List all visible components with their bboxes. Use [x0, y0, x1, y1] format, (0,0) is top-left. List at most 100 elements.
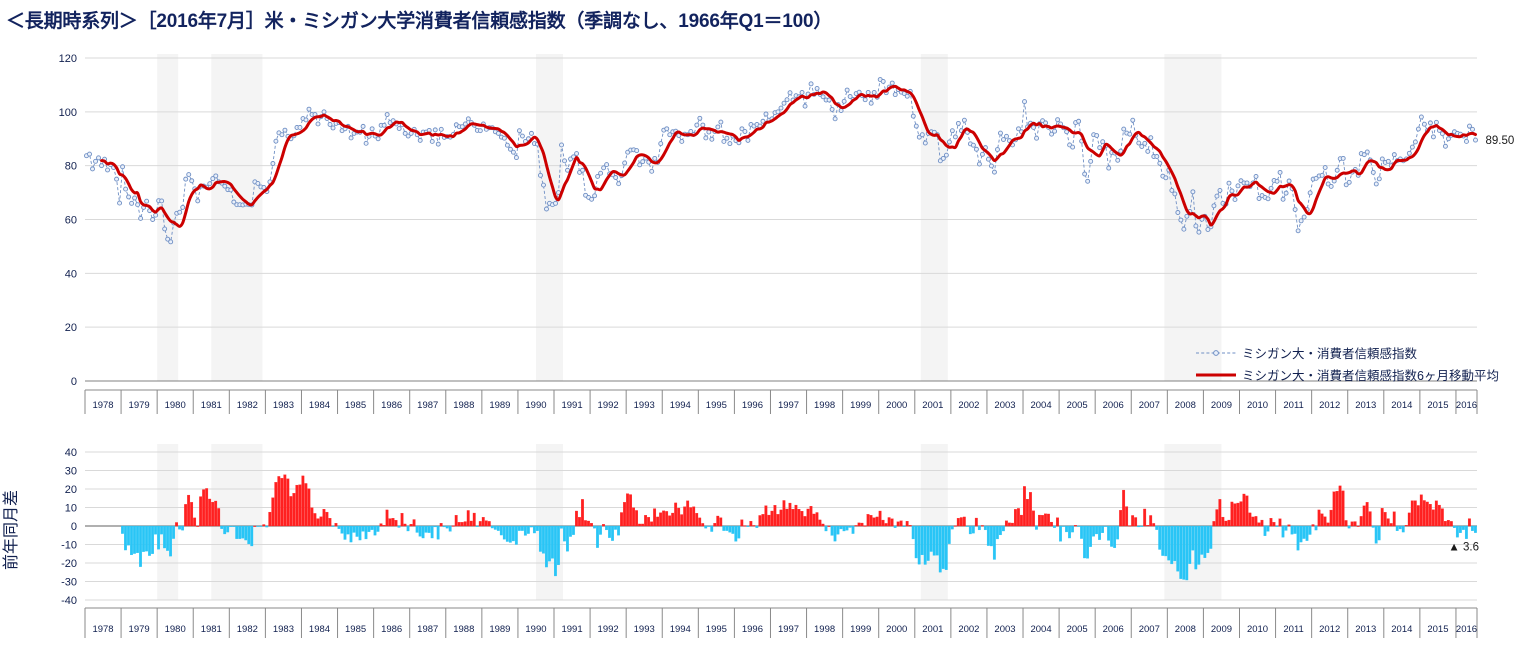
year-label-bottom: 2004 [1030, 624, 1051, 635]
yoy-bar [1386, 518, 1390, 527]
yoy-bar [644, 515, 648, 527]
yoy-bar [620, 512, 623, 527]
year-label-top: 2011 [1283, 400, 1303, 411]
series-raw-marker [1217, 187, 1223, 193]
y-tick-label-top: 80 [65, 161, 77, 173]
yoy-bar [1089, 525, 1092, 547]
yoy-bar [1431, 509, 1435, 527]
year-label-top: 2013 [1355, 400, 1376, 411]
yoy-bar [758, 515, 762, 527]
yoy-bar [481, 517, 485, 527]
series-raw-marker [1022, 99, 1027, 105]
yoy-bar [454, 515, 458, 527]
yoy-bar [1449, 521, 1453, 527]
year-label-bottom: 2002 [958, 624, 979, 635]
yoy-bar [271, 497, 275, 527]
series-raw-marker [1244, 180, 1250, 186]
yoy-bar [1212, 521, 1216, 527]
yoy-bar [436, 525, 440, 540]
yoy-bar [1164, 525, 1168, 557]
series-raw-marker [126, 194, 132, 200]
yoy-bar [860, 522, 864, 527]
yoy-bar [866, 514, 870, 527]
yoy-bar [427, 525, 431, 533]
yoy-bar [547, 525, 551, 562]
yoy-bar [782, 500, 786, 527]
series-raw-marker [255, 180, 261, 186]
yoy-bar [304, 483, 308, 527]
yoy-bar [352, 525, 356, 533]
yoy-bar [355, 525, 359, 537]
series-raw-marker [616, 181, 622, 187]
yoy-bar [121, 525, 124, 534]
yoy-bar [328, 518, 332, 527]
yoy-bar [932, 525, 936, 556]
year-label-bottom: 2008 [1175, 624, 1196, 635]
yoy-bar [1236, 502, 1240, 527]
series-raw-marker [664, 126, 670, 132]
series-raw-marker [778, 105, 784, 111]
yoy-bar [1329, 509, 1333, 527]
series-raw-marker [432, 127, 438, 133]
yoy-bar [1377, 525, 1381, 541]
yoy-bar [1467, 518, 1471, 527]
yoy-bar [740, 519, 744, 527]
yoy-bar [283, 474, 287, 527]
series-raw-marker [327, 122, 333, 127]
series-raw-marker [369, 126, 375, 132]
yoy-bar [707, 525, 711, 527]
yoy-bar [974, 517, 978, 527]
series-raw-marker [222, 183, 228, 189]
series-raw-marker [150, 217, 156, 222]
yoy-bar [617, 525, 620, 536]
series-raw-marker [189, 178, 195, 184]
yoy-bar [229, 525, 233, 527]
yoy-bar [1041, 515, 1044, 527]
y-tick-label-bottom: -10 [61, 540, 77, 552]
series-raw-marker [1232, 197, 1238, 203]
yoy-bar [623, 502, 626, 527]
yoy-bar [1128, 525, 1132, 527]
series-raw-marker [553, 200, 558, 206]
yoy-bar [316, 518, 320, 527]
series-raw-marker [937, 158, 943, 164]
yoy-bar [358, 525, 362, 541]
series-raw-marker [745, 137, 751, 143]
series-raw-marker [919, 132, 925, 138]
page-title: ＜長期時系列＞［2016年7月］米・ミシガン大学消費者信頼感指数（季調なし、19… [6, 11, 833, 32]
yoy-bar [178, 525, 182, 530]
yoy-bar [899, 520, 903, 527]
series-raw-marker [992, 169, 997, 175]
yoy-bar [1269, 518, 1273, 527]
yoy-bar [1215, 509, 1219, 527]
yoy-bar [1437, 504, 1441, 527]
yoy-bar [815, 512, 819, 527]
yoy-bar [145, 525, 148, 552]
series-raw-marker [207, 181, 213, 187]
yoy-bar [785, 508, 789, 527]
series-raw-marker [1322, 165, 1328, 171]
yoy-bar [662, 510, 666, 527]
yoy-bar [310, 507, 314, 527]
yoy-bar [1416, 505, 1420, 527]
y-tick-label-bottom: 40 [65, 447, 77, 459]
yoy-bar [187, 494, 191, 527]
yoy-bar [499, 525, 503, 536]
yoy-bar [1362, 505, 1366, 527]
yoy-bar [1077, 525, 1080, 527]
series-raw-marker [742, 129, 748, 134]
year-label-top: 2007 [1139, 400, 1160, 411]
yoy-bar [845, 525, 849, 531]
yoy-bar [220, 525, 224, 529]
yoy-bar [1341, 490, 1345, 527]
series-raw-marker [1094, 133, 1100, 138]
yoy-bar [388, 518, 392, 527]
series-raw-marker [1115, 157, 1121, 163]
series-raw-marker [1004, 133, 1009, 139]
yoy-bar [743, 525, 747, 527]
series-raw-marker [1340, 155, 1346, 161]
series-moving-average-line [100, 84, 1477, 228]
yoy-bar [508, 525, 512, 543]
yoy-bar [692, 506, 696, 527]
series-raw-marker [297, 124, 303, 130]
